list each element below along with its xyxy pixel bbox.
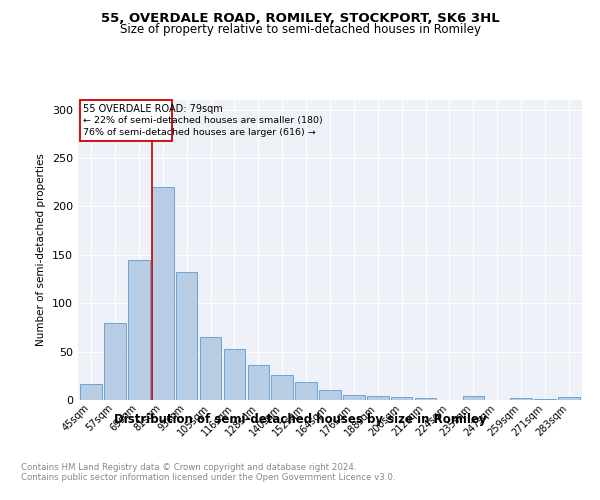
Text: Distribution of semi-detached houses by size in Romiley: Distribution of semi-detached houses by … [114, 412, 486, 426]
Bar [104, 322, 126, 400]
Bar [152, 187, 173, 400]
Bar [319, 390, 341, 400]
Bar [367, 396, 389, 400]
Bar [271, 375, 293, 400]
Text: Size of property relative to semi-detached houses in Romiley: Size of property relative to semi-detach… [119, 24, 481, 36]
Text: 55, OVERDALE ROAD, ROMILEY, STOCKPORT, SK6 3HL: 55, OVERDALE ROAD, ROMILEY, STOCKPORT, S… [101, 12, 499, 26]
Bar [295, 382, 317, 400]
Bar [534, 399, 556, 400]
Bar [463, 396, 484, 400]
Text: ← 22% of semi-detached houses are smaller (180): ← 22% of semi-detached houses are smalle… [83, 116, 323, 126]
Bar [558, 397, 580, 400]
Bar [343, 395, 365, 400]
Y-axis label: Number of semi-detached properties: Number of semi-detached properties [37, 154, 46, 346]
Bar [224, 348, 245, 400]
Text: 55 OVERDALE ROAD: 79sqm: 55 OVERDALE ROAD: 79sqm [83, 104, 223, 114]
Bar [248, 365, 269, 400]
Bar [391, 397, 412, 400]
Bar [511, 398, 532, 400]
Bar [200, 337, 221, 400]
Bar [80, 384, 102, 400]
FancyBboxPatch shape [80, 100, 172, 140]
Text: Contains HM Land Registry data © Crown copyright and database right 2024.
Contai: Contains HM Land Registry data © Crown c… [21, 462, 395, 482]
Bar [128, 260, 149, 400]
Text: 76% of semi-detached houses are larger (616) →: 76% of semi-detached houses are larger (… [83, 128, 316, 137]
Bar [176, 272, 197, 400]
Bar [415, 398, 436, 400]
